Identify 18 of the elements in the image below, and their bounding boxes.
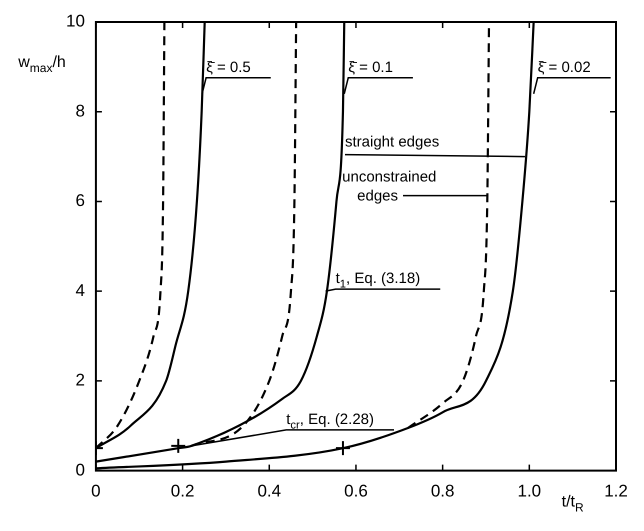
annotation: ξ̄ = 0.5 — [206, 58, 251, 76]
y-tick-label: 4 — [75, 280, 85, 300]
x-tick-label: 0 — [91, 481, 101, 500]
y-tick-label: 8 — [75, 101, 85, 120]
annotation: ξ̄ = 0.02 — [538, 58, 591, 76]
annotation: ξ̄ = 0.1 — [348, 58, 393, 76]
annotation: straight edges — [344, 134, 440, 151]
x-tick-label: 1.0 — [518, 481, 542, 500]
x-tick-label: 0.2 — [170, 481, 194, 500]
annotation: unconstrained edges — [342, 168, 436, 205]
x-tick-label: 0.8 — [430, 481, 454, 500]
y-tick-label: 0 — [75, 460, 85, 480]
y-tick-label: 6 — [75, 191, 85, 210]
y-tick-label: 10 — [66, 12, 85, 31]
y-tick-label: 2 — [75, 370, 85, 390]
x-tick-label: 0.6 — [344, 481, 368, 500]
x-tick-label: 1.2 — [604, 481, 628, 500]
x-tick-label: 0.4 — [257, 481, 282, 500]
